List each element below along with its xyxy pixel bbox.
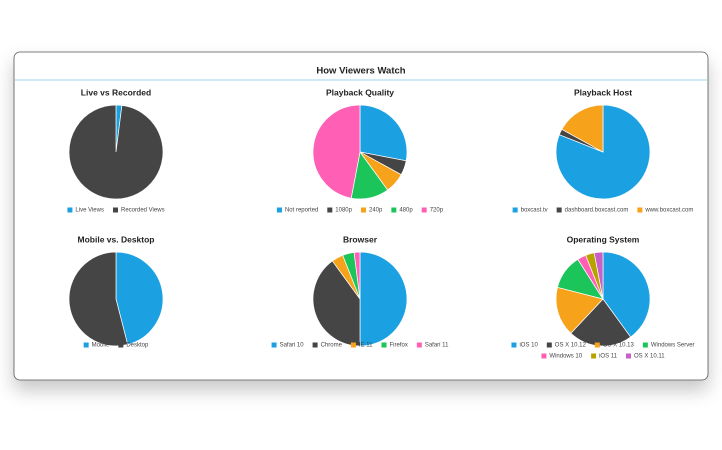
legend-swatch xyxy=(511,342,517,348)
legend-label: 480p xyxy=(399,208,413,214)
legend-swatch xyxy=(327,207,333,213)
legend-label: Desktop xyxy=(126,343,149,349)
pie-slice xyxy=(68,251,129,347)
legend-swatch xyxy=(391,207,397,213)
legend-label: Safari 11 xyxy=(425,343,449,349)
legend-label: boxcast.tv xyxy=(521,208,548,214)
pie-title: Mobile vs. Desktop xyxy=(78,234,155,244)
legend-swatch xyxy=(276,207,282,213)
legend-label: 240p xyxy=(369,208,383,214)
legend-swatch xyxy=(594,342,600,348)
pie-slice xyxy=(570,298,632,347)
pie-slice xyxy=(359,104,408,162)
legend-label: Live Views xyxy=(75,208,104,214)
legend-label: iOS 10 xyxy=(519,343,538,349)
legend-label: www.boxcast.com xyxy=(644,208,693,214)
legend-label: iOS 11 xyxy=(599,354,618,360)
pie-slice xyxy=(359,251,408,347)
legend-swatch xyxy=(271,342,277,348)
pie-slice xyxy=(312,104,361,199)
legend-label: OS X 10.13 xyxy=(603,343,635,349)
legend-label: IE 11 xyxy=(359,343,373,349)
legend-swatch xyxy=(360,207,366,213)
legend-label: Mobile xyxy=(92,343,110,349)
legend-swatch xyxy=(541,353,547,359)
legend-label: OS X 10.12 xyxy=(555,343,587,349)
legend-swatch xyxy=(381,342,387,348)
legend-swatch xyxy=(118,342,124,348)
legend-swatch xyxy=(312,342,318,348)
legend-label: dashboard.boxcast.com xyxy=(565,208,629,214)
pie-slice xyxy=(561,104,604,153)
pie-slice xyxy=(312,260,361,347)
legend-swatch xyxy=(416,342,422,348)
pie-slice xyxy=(115,251,164,345)
legend-swatch xyxy=(512,207,518,213)
pie-slice xyxy=(68,104,164,200)
pie-title: Browser xyxy=(343,234,378,244)
pie-title: Playback Host xyxy=(574,87,632,97)
legend-label: Safari 10 xyxy=(280,343,305,349)
legend-label: Chrome xyxy=(321,343,343,349)
pie-title: Operating System xyxy=(567,234,640,244)
legend-label: Windows 10 xyxy=(549,354,582,360)
pie-title: Live vs Recorded xyxy=(81,87,151,97)
legend-swatch xyxy=(556,207,562,213)
card xyxy=(13,51,709,381)
pie-slice xyxy=(353,251,361,300)
legend-label: Not reported xyxy=(285,208,318,214)
legend-swatch xyxy=(421,207,427,213)
legend-swatch xyxy=(112,207,118,213)
legend-label: Windows Server xyxy=(651,343,695,349)
pie-slice xyxy=(593,251,604,300)
legend-label: Recorded Views xyxy=(121,208,165,214)
legend-swatch xyxy=(546,342,552,348)
pie-slice xyxy=(602,251,651,338)
pie-slice xyxy=(555,286,604,334)
legend-label: 1080p xyxy=(335,208,352,214)
legend-swatch xyxy=(626,353,632,359)
legend-swatch xyxy=(591,353,597,359)
legend-swatch xyxy=(67,207,73,213)
legend-swatch xyxy=(350,342,356,348)
legend-swatch xyxy=(83,342,89,348)
legend-swatch xyxy=(642,342,648,348)
legend-label: Firefox xyxy=(390,343,408,349)
legend-swatch xyxy=(637,207,643,213)
legend-label: OS X 10.11 xyxy=(634,354,665,360)
card-title: How Viewers Watch xyxy=(316,66,405,77)
pie-title: Playback Quality xyxy=(326,87,394,97)
legend-label: 720p xyxy=(430,208,444,214)
